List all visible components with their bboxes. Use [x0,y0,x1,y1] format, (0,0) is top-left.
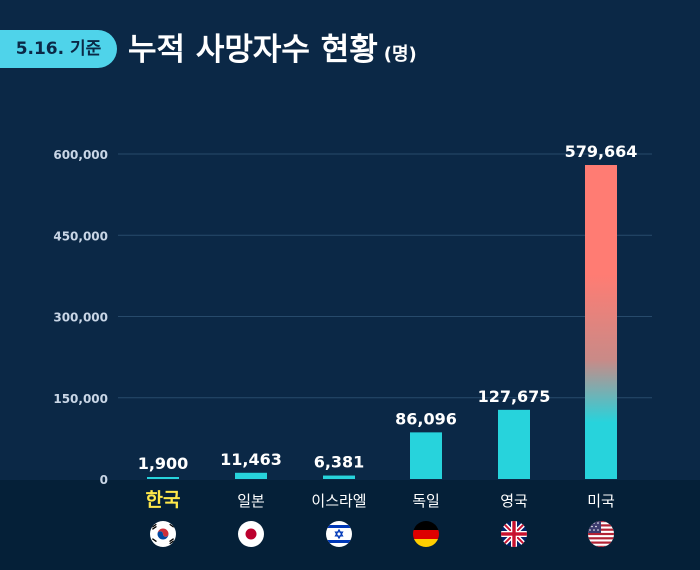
bar-value-label: 6,381 [314,453,365,472]
category-label: 이스라엘 [311,492,366,510]
grid-lines [118,153,652,399]
bar [498,409,530,479]
category-label: 한국 [146,489,181,511]
value-labels: 1,900 11,463 6,381 86,096 127,675 579,664 [138,142,638,473]
title-unit: (명) [383,44,417,65]
category-label: 미국 [587,492,615,510]
category-label: 독일 [412,492,440,510]
uk-flag-icon [501,521,527,547]
y-axis-ticks: 0 150,000 300,000 450,000 600,000 [53,148,108,487]
bar-value-label: 579,664 [565,142,638,161]
germany-flag-icon [413,521,439,547]
category-band [0,480,700,570]
y-tick-label: 450,000 [53,229,108,243]
usa-flag-icon [588,521,614,547]
header: 5.16. 기준 누적 사망자수 현황 (명) [0,0,700,90]
bar [235,472,267,479]
bar-value-label: 127,675 [478,387,551,406]
y-tick-label: 300,000 [53,311,108,325]
category-label: 영국 [500,492,528,510]
bar-value-label: 86,096 [395,409,457,428]
y-tick-label: 600,000 [53,148,108,162]
y-tick-label: 0 [100,473,108,487]
korea-flag-icon [150,521,176,547]
y-tick-label: 150,000 [53,392,108,406]
bar-value-label: 11,463 [220,450,282,469]
category-label: 일본 [237,492,265,510]
bar-value-label: 1,900 [138,454,189,473]
date-badge: 5.16. 기준 [0,30,117,68]
bar [585,165,617,480]
bar [323,475,355,479]
category-labels: 한국 일본 이스라엘 독일 영국 미국 [146,489,615,511]
title-text: 누적 사망자수 현황 [128,32,378,68]
bars [147,165,617,480]
japan-flag-icon [238,521,264,547]
israel-flag-icon [326,521,352,547]
bar [410,432,442,479]
bar [147,477,179,479]
page-title: 누적 사망자수 현황 (명) [128,28,417,77]
